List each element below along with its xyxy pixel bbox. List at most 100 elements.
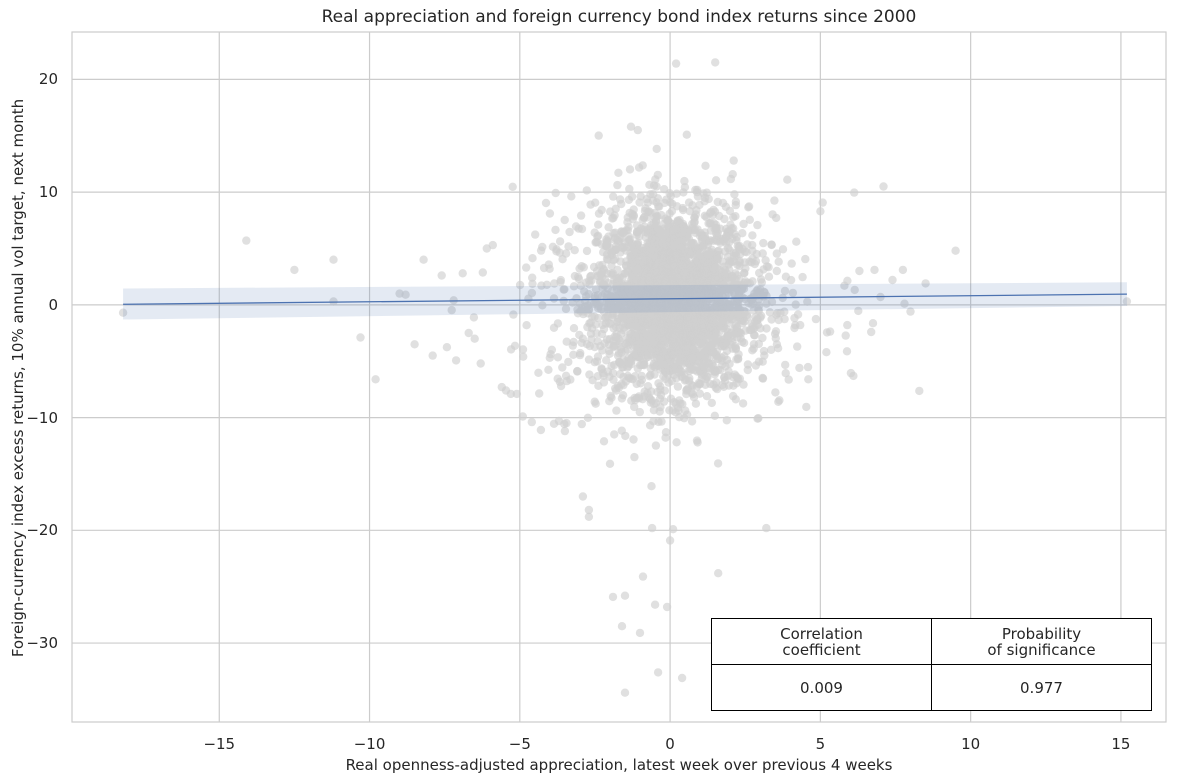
scatter-point (620, 688, 630, 697)
scatter-point (868, 319, 878, 328)
scatter-point (690, 217, 699, 226)
scatter-point (758, 249, 767, 258)
scatter-point (610, 292, 620, 301)
scatter-point (718, 380, 727, 390)
scatter-point (559, 296, 568, 306)
scatter-point (552, 247, 561, 256)
stats-header-significance: Probability of significance (931, 618, 1152, 665)
confidence-band (123, 282, 1127, 320)
scatter-point (602, 356, 611, 365)
scatter-point (691, 399, 701, 408)
scatter-point (594, 272, 603, 281)
scatter-point (519, 352, 528, 361)
scatter-point (638, 572, 648, 581)
x-tick-label: 10 (961, 735, 981, 753)
scatter-point (654, 258, 663, 268)
scatter-point (583, 322, 592, 332)
scatter-point (553, 353, 563, 362)
scatter-point (648, 269, 657, 278)
scatter-point (825, 327, 835, 336)
scatter-point (757, 278, 766, 287)
scatter-point (590, 358, 599, 367)
scatter-point (759, 346, 769, 356)
scatter-point (707, 343, 716, 352)
scatter-point (793, 342, 802, 351)
scatter-point (725, 258, 735, 267)
scatter-point (609, 192, 618, 201)
scatter-point (706, 323, 715, 332)
scatter-point (545, 264, 554, 273)
scatter-point (791, 300, 800, 309)
scatter-point (725, 206, 735, 216)
scatter-point (458, 269, 467, 278)
scatter-point (599, 378, 609, 387)
scatter-point (545, 209, 555, 218)
scatter-point (672, 302, 681, 311)
scatter-point (643, 225, 652, 234)
scatter-point (713, 228, 722, 238)
scatter-point (645, 421, 655, 430)
scatter-point (575, 330, 584, 340)
scatter-point (590, 342, 599, 352)
scatter-point (619, 380, 628, 390)
scatter-point (748, 277, 757, 286)
scatter-point (666, 394, 676, 403)
scatter-point (670, 347, 680, 356)
stats-header-significance-text: Probability of significance (987, 624, 1096, 659)
scatter-point (528, 273, 537, 282)
scatter-point (758, 374, 768, 383)
scatter-point (582, 186, 591, 195)
scatter-point (788, 288, 798, 298)
scatter-point (740, 317, 749, 326)
scatter-point (522, 263, 531, 272)
scatter-point (735, 241, 744, 251)
scatter-point (728, 303, 738, 312)
scatter-point (685, 331, 695, 340)
scatter-point (574, 224, 583, 233)
scatter-point (714, 354, 723, 363)
scatter-point (329, 297, 338, 306)
scatter-point (650, 600, 660, 609)
scatter-point (560, 426, 570, 436)
stats-header-correlation-text: Correlation coefficient (780, 624, 863, 659)
scatter-point (738, 399, 748, 408)
scatter-point (469, 313, 479, 322)
scatter-point (613, 265, 622, 274)
scatter-point (677, 349, 687, 359)
scatter-point (623, 333, 632, 342)
scatter-point (748, 231, 757, 240)
scatter-point (618, 243, 628, 253)
scatter-point (711, 58, 720, 67)
scatter-point (569, 350, 578, 359)
scatter-point (700, 308, 709, 318)
scatter-point (652, 182, 661, 191)
scatter-point (652, 298, 661, 307)
scatter-point (661, 433, 670, 442)
scatter-point (677, 673, 687, 683)
scatter-point (709, 236, 718, 245)
scatter-point (720, 247, 730, 256)
scatter-point (657, 306, 666, 315)
scatter-point (672, 189, 681, 198)
scatter-point (710, 273, 720, 283)
scatter-point (635, 298, 644, 307)
scatter-point (694, 283, 703, 293)
scatter-point (627, 290, 636, 300)
scatter-point (437, 271, 446, 280)
scatter-point (661, 229, 670, 238)
scatter-point (632, 230, 641, 240)
scatter-point (599, 280, 609, 289)
scatter-points (118, 58, 1132, 697)
scatter-point (754, 357, 764, 366)
scatter-point (676, 243, 685, 253)
scatter-point (737, 285, 746, 295)
scatter-point (584, 505, 594, 515)
scatter-point (464, 328, 473, 338)
scatter-point (329, 255, 338, 264)
scatter-point (738, 337, 747, 346)
scatter-point (753, 220, 762, 230)
scatter-point (590, 397, 599, 406)
scatter-point (598, 346, 607, 355)
scatter-point (611, 242, 621, 251)
